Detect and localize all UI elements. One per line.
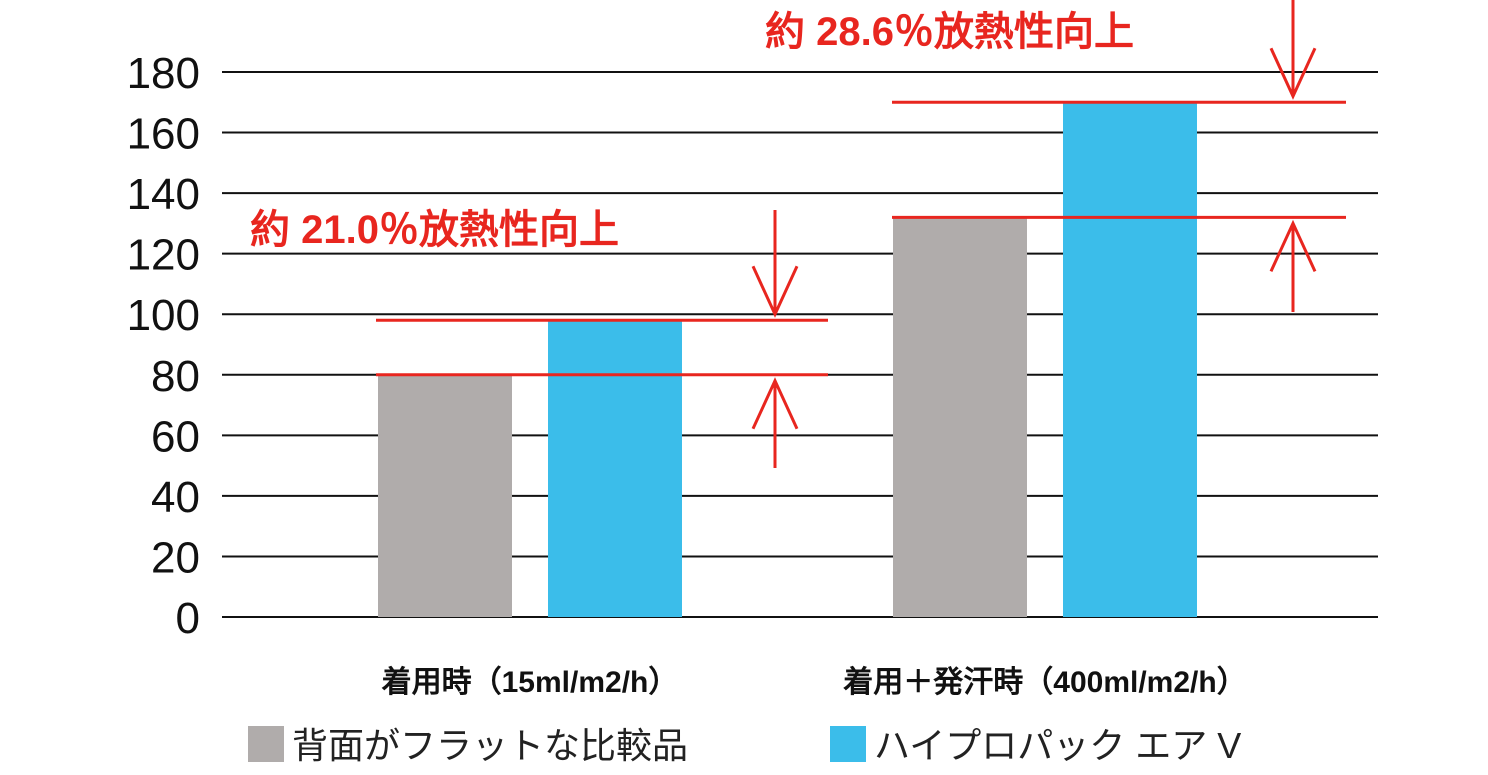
category-label-2: 着用＋発汗時（400ml/m2/h） <box>843 665 1246 699</box>
y-tick-label-140: 140 <box>127 170 200 219</box>
annotation-arrow-down-head-2 <box>1269 47 1317 100</box>
legend: 背面がフラットな比較品 ハイプロパック エア V <box>248 725 1241 766</box>
annotation-text-1: 約 21.0％放熱性向上 <box>250 208 619 252</box>
bar-series2-cat2 <box>1063 102 1197 618</box>
y-tick-label-120: 120 <box>127 231 200 280</box>
legend-swatch-1 <box>248 726 284 762</box>
annotation-arrow-up-head-2 <box>1269 219 1317 272</box>
bar-series1-cat2 <box>893 217 1027 618</box>
bar-series2-cat1 <box>548 320 682 617</box>
x-axis-categories: 着用時（15ml/m2/h） 着用＋発汗時（400ml/m2/h） <box>382 665 1247 699</box>
annotation-arrow-down-head-1 <box>751 265 799 318</box>
bar-series1-cat1 <box>378 374 512 617</box>
legend-label-1: 背面がフラットな比較品 <box>292 725 688 766</box>
y-tick-label-20: 20 <box>151 533 200 582</box>
y-tick-label-80: 80 <box>151 352 200 401</box>
y-tick-label-60: 60 <box>151 412 200 461</box>
annotation-arrow-up-head-1 <box>751 377 799 430</box>
y-tick-label-180: 180 <box>127 49 200 98</box>
y-tick-label-160: 160 <box>127 110 200 159</box>
y-tick-label-40: 40 <box>151 473 200 522</box>
bars <box>378 102 1197 618</box>
legend-swatch-2 <box>830 726 866 762</box>
legend-label-2: ハイプロパック エア V <box>874 725 1241 766</box>
y-axis-ticks: 0 20 40 60 80 100 120 140 160 180 <box>127 49 200 643</box>
annotation-text-2: 約 28.6％放熱性向上 <box>765 10 1134 54</box>
annotations: 約 21.0％放熱性向上 約 28.6％放熱性向上 <box>250 0 1346 468</box>
y-tick-label-0: 0 <box>176 594 200 643</box>
category-label-1: 着用時（15ml/m2/h） <box>382 665 679 699</box>
y-tick-label-100: 100 <box>127 291 200 340</box>
